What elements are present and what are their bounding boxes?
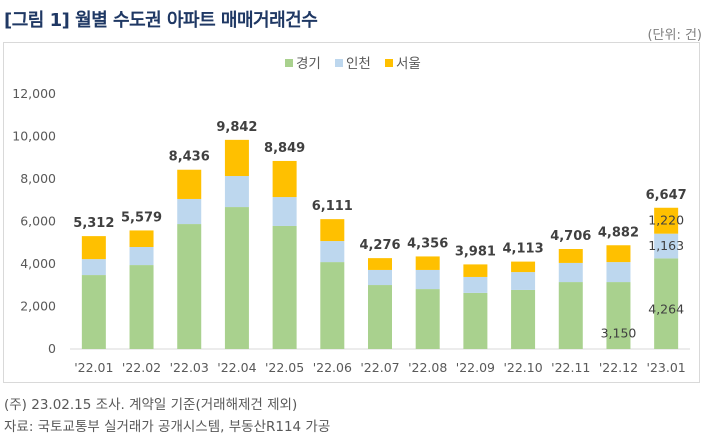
legend-label: 경기 (296, 56, 321, 72)
x-tick-label: '22.09 (456, 360, 495, 375)
y-tick-label: 2,000 (20, 299, 56, 314)
bar-segment (129, 230, 154, 247)
bar-segment (224, 139, 249, 177)
total-label: 5,312 (73, 216, 114, 231)
total-label: 4,113 (503, 242, 544, 257)
bar-segment (415, 256, 440, 270)
bar-segment (177, 198, 202, 225)
total-label: 5,579 (121, 210, 162, 225)
x-tick-label: '22.08 (408, 360, 447, 375)
legend-label: 인천 (346, 56, 371, 72)
total-label: 4,356 (407, 236, 448, 251)
total-label: 6,647 (646, 188, 687, 203)
figure-title: [그림 1] 월별 수도권 아파트 매매거래건수 (4, 10, 318, 31)
bar-segment (129, 247, 154, 266)
x-tick-label: '22.11 (551, 360, 590, 375)
total-label: 6,111 (312, 199, 353, 214)
bar-segment (272, 160, 297, 198)
total-label: 8,849 (264, 141, 305, 156)
total-label: 3,981 (455, 244, 496, 259)
x-tick-label: '22.05 (265, 360, 304, 375)
bar-segment (272, 197, 297, 226)
x-tick-label: '22.01 (74, 360, 113, 375)
bar-segment (177, 224, 202, 349)
segment-label: 3,150 (601, 326, 637, 341)
bar-segment (320, 219, 345, 242)
total-label: 8,436 (169, 150, 210, 165)
total-label: 4,882 (598, 225, 639, 240)
total-label: 9,842 (216, 120, 257, 135)
bar-segment (654, 233, 679, 259)
segment-label: 4,264 (648, 302, 684, 317)
bar-segment (81, 259, 106, 276)
footnote: (주) 23.02.15 조사. 계약일 기준(거래해제건 제외) (4, 397, 298, 413)
legend-swatch (285, 59, 293, 67)
legend-swatch (385, 59, 393, 67)
legend-swatch (335, 59, 343, 67)
source-note: 자료: 국토교통부 실거래가 공개시스템, 부동산R114 가공 (4, 419, 331, 435)
y-tick-label: 12,000 (12, 86, 56, 101)
x-tick-label: '22.04 (217, 360, 256, 375)
unit-label: (단위: 건) (647, 28, 702, 43)
x-tick-label: '22.06 (313, 360, 352, 375)
x-tick-label: '22.10 (503, 360, 542, 375)
bar-segment (654, 258, 679, 349)
bar-segment (415, 269, 440, 290)
total-label: 4,276 (359, 238, 400, 253)
bar-segment (558, 248, 583, 263)
bar-segment (511, 289, 536, 349)
bar-segment (511, 272, 536, 290)
x-tick-label: '22.12 (599, 360, 638, 375)
bar-segment (320, 241, 345, 263)
y-tick-label: 4,000 (20, 256, 56, 271)
segment-label: 1,220 (648, 213, 684, 228)
y-tick-label: 6,000 (20, 214, 56, 229)
y-tick-label: 10,000 (12, 129, 56, 144)
bar-segment (81, 275, 106, 349)
bar-segment (558, 262, 583, 283)
y-tick-label: 8,000 (20, 171, 56, 186)
total-label: 4,706 (550, 229, 591, 244)
bar-segment (81, 236, 106, 260)
bar-segment (654, 207, 679, 234)
bar-segment (463, 292, 488, 349)
x-tick-label: '22.07 (360, 360, 399, 375)
bar-segment (272, 225, 297, 349)
bar-segment (368, 269, 392, 286)
x-tick-label: '22.02 (122, 360, 161, 375)
legend-label: 서울 (396, 56, 421, 72)
bar-segment (368, 258, 392, 270)
bar-segment (129, 265, 154, 349)
x-tick-label: '23.01 (647, 360, 686, 375)
bar-segment (606, 262, 631, 283)
bar-segment (320, 262, 345, 349)
y-tick-label: 0 (48, 341, 56, 356)
segment-label: 1,163 (648, 238, 684, 253)
bar-segment (511, 261, 536, 273)
bar-segment (177, 169, 202, 199)
x-tick-label: '22.03 (170, 360, 209, 375)
bar-segment (463, 276, 488, 293)
bar-segment (606, 282, 631, 349)
bar-segment (463, 264, 488, 277)
bar-segment (368, 285, 392, 349)
chart-frame (3, 42, 700, 383)
bar-segment (558, 282, 583, 349)
bar-segment (415, 289, 440, 349)
bar-segment (224, 207, 249, 349)
bar-segment (224, 176, 249, 208)
bar-segment (606, 245, 631, 263)
